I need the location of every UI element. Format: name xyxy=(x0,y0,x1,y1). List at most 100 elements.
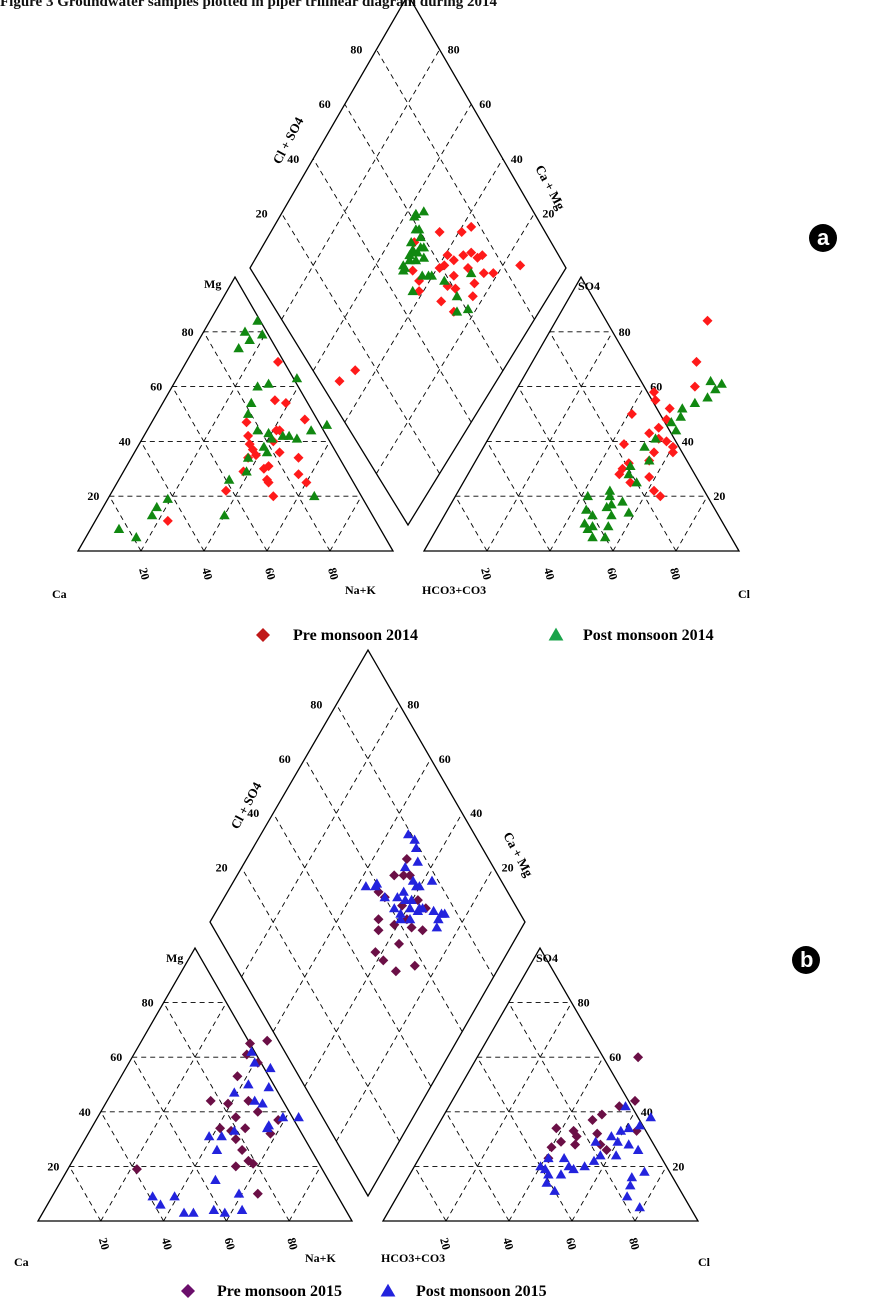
ca-axis-label: Ca xyxy=(14,1255,29,1269)
diamond-point xyxy=(407,285,418,296)
diamond-point xyxy=(379,892,390,902)
anion-grid-line xyxy=(476,1056,573,1222)
anion-point xyxy=(632,1144,644,1154)
series-1 xyxy=(113,206,727,542)
anion-point xyxy=(590,1136,601,1146)
cation-point xyxy=(252,315,263,325)
cl-axis-label: Cl xyxy=(698,1255,711,1269)
anion-point xyxy=(661,436,672,447)
diamond-point xyxy=(467,291,478,302)
anion-point xyxy=(644,428,655,439)
anion-base-tick-label: 40 xyxy=(541,566,558,581)
anion-point xyxy=(705,375,716,386)
mg-axis-label: Mg xyxy=(166,951,183,965)
anion-point xyxy=(558,1153,570,1163)
anion-point xyxy=(691,356,702,367)
cation-point xyxy=(299,414,310,425)
cation-point xyxy=(178,1207,190,1217)
cation-point xyxy=(252,1106,263,1117)
panel-letter-badge xyxy=(792,946,820,974)
diamond-outline xyxy=(209,648,526,1198)
anion-point xyxy=(649,387,659,398)
panel-letter: a xyxy=(817,225,830,250)
diamond-grid-line xyxy=(336,867,494,1142)
diamond-point xyxy=(456,227,467,237)
diamond-point xyxy=(414,903,425,913)
cation-base-tick-label: 20 xyxy=(136,566,153,581)
diamond-point xyxy=(450,283,461,294)
cation-point xyxy=(239,326,251,336)
diamond-point xyxy=(418,252,430,262)
anion-point xyxy=(603,521,614,531)
cation-point xyxy=(241,466,252,476)
anion-point xyxy=(634,1202,645,1212)
cation-point xyxy=(232,1071,243,1082)
diamond-point xyxy=(398,886,409,896)
anion-point xyxy=(644,472,655,482)
anion-point xyxy=(541,1177,552,1187)
cation-mg-tick-label: 20 xyxy=(87,489,99,503)
diamond-right-tick-label: 60 xyxy=(479,97,491,111)
anion-point xyxy=(664,403,675,414)
cation-point xyxy=(146,510,158,520)
cation-point xyxy=(230,1112,241,1123)
anion-point xyxy=(599,532,611,542)
cation-point xyxy=(216,1131,227,1141)
cation-point xyxy=(277,1112,289,1122)
cation-base-tick-label: 80 xyxy=(284,1236,301,1251)
cation-point xyxy=(263,378,274,388)
diamond-point xyxy=(395,908,406,918)
anion-point xyxy=(649,485,659,496)
cation-point xyxy=(350,365,361,376)
cation-point xyxy=(243,1155,254,1166)
anion-point xyxy=(543,1153,554,1163)
diamond-left-tick-label: 60 xyxy=(279,752,291,766)
cation-point xyxy=(242,408,254,418)
anion-point xyxy=(620,1101,631,1111)
anion-grid-line xyxy=(414,1166,447,1222)
diamond-point xyxy=(415,231,426,242)
cation-point xyxy=(242,452,254,462)
anion-so4-tick-label: 40 xyxy=(682,434,694,448)
diamond-point xyxy=(392,892,403,902)
cation-point xyxy=(205,1095,216,1106)
diamond-right-tick-label: 80 xyxy=(448,43,460,57)
anion-point xyxy=(582,523,593,533)
anion-grid-line xyxy=(634,1166,667,1222)
cation-point xyxy=(291,433,303,443)
anion-so4-tick-label: 20 xyxy=(672,1159,684,1173)
diamond-grid-line xyxy=(376,49,535,320)
diamond-grid-line xyxy=(304,812,463,1087)
diamond-point xyxy=(426,270,437,280)
anion-point xyxy=(689,381,700,392)
legend-label: Pre monsoon 2015 xyxy=(217,1283,342,1300)
legend-marker xyxy=(256,628,270,642)
cation-point xyxy=(274,447,285,458)
diamond-point xyxy=(439,275,450,285)
diamond-point xyxy=(442,250,453,261)
anion-base-tick-label: 20 xyxy=(478,566,495,581)
anion-point xyxy=(639,1166,650,1176)
anion-point xyxy=(666,417,677,427)
cation-grid-line xyxy=(171,386,268,552)
anion-point xyxy=(596,1109,607,1120)
anion-point xyxy=(614,469,625,480)
anion-point xyxy=(587,510,598,520)
cation-point xyxy=(233,343,244,353)
anion-point xyxy=(626,1172,638,1182)
diamond-point xyxy=(411,881,422,891)
anion-point xyxy=(621,1191,633,1201)
cation-base-tick-label: 60 xyxy=(262,566,279,581)
diamond-point xyxy=(399,862,411,872)
diamond-point xyxy=(439,908,450,918)
anion-grid-line xyxy=(517,386,614,552)
cation-point xyxy=(245,1038,255,1049)
anion-grid-line xyxy=(675,495,708,552)
cation-point xyxy=(131,532,142,542)
diamond-point xyxy=(403,829,414,839)
cation-base-tick-label: 40 xyxy=(199,566,216,581)
diamond-point xyxy=(469,278,480,289)
cation-point xyxy=(293,452,304,463)
anion-point xyxy=(543,1169,554,1179)
legend-label: Pre monsoon 2014 xyxy=(293,627,418,644)
